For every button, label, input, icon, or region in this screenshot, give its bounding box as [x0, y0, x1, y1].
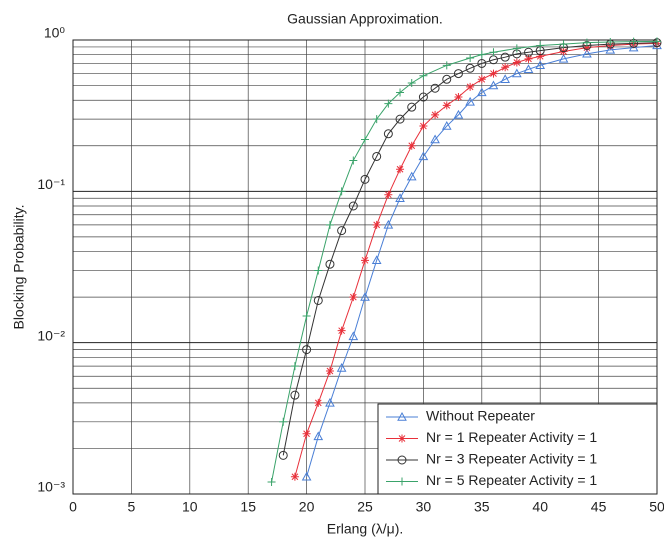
marker: [443, 101, 451, 109]
marker: [466, 54, 474, 62]
page: Gaussian Approximation. Erlang (λ/μ). Bl…: [0, 0, 664, 551]
marker: [361, 256, 369, 264]
x-axis-label: Erlang (λ/μ).: [327, 521, 404, 537]
y-axis-label: Blocking Probability.: [11, 204, 27, 329]
legend-label: Nr = 3 Repeater Activity = 1: [426, 451, 597, 467]
marker: [466, 83, 474, 91]
x-tick-label: 40: [532, 499, 548, 515]
y-tick-label: 10⁰: [44, 25, 66, 41]
marker: [349, 156, 357, 164]
marker: [291, 362, 299, 370]
marker: [489, 70, 497, 78]
marker: [408, 142, 416, 150]
marker: [326, 221, 334, 229]
marker: [268, 478, 276, 486]
marker: [373, 115, 381, 123]
x-tick-label: 0: [69, 499, 77, 515]
x-tick-label: 30: [416, 499, 432, 515]
marker: [291, 473, 299, 481]
marker: [279, 418, 287, 426]
legend-label: Without Repeater: [426, 408, 535, 424]
marker: [338, 187, 346, 195]
legend: Without Repeater Nr = 1 Repeater Activity…: [378, 404, 657, 494]
marker: [303, 312, 311, 320]
legend-label: Nr = 1 Repeater Activity = 1: [426, 429, 597, 445]
marker: [489, 48, 497, 56]
chart: Gaussian Approximation. Erlang (λ/μ). Bl…: [0, 0, 664, 546]
marker: [443, 61, 451, 69]
x-tick-label: 10: [182, 499, 198, 515]
y-tick-label: 10⁻³: [37, 479, 65, 495]
chart-title: Gaussian Approximation.: [287, 11, 443, 27]
legend-label: Nr = 5 Repeater Activity = 1: [426, 472, 597, 488]
marker: [373, 221, 381, 229]
marker: [326, 367, 334, 375]
marker: [396, 165, 404, 173]
marker: [361, 136, 369, 144]
marker: [419, 72, 427, 80]
x-tick-label: 35: [474, 499, 490, 515]
marker: [314, 399, 322, 407]
y-tick-label: 10⁻¹: [37, 176, 65, 192]
marker: [431, 111, 439, 119]
marker: [349, 293, 357, 301]
marker: [384, 191, 392, 199]
marker: [303, 430, 311, 438]
marker: [606, 38, 614, 46]
marker: [513, 59, 521, 67]
x-tick-label: 20: [299, 499, 315, 515]
x-tick-label: 5: [128, 499, 136, 515]
marker: [501, 63, 509, 71]
x-tick-label: 45: [591, 499, 607, 515]
marker: [398, 435, 406, 443]
x-tick-label: 25: [357, 499, 373, 515]
marker: [478, 51, 486, 59]
marker: [478, 75, 486, 83]
marker: [338, 327, 346, 335]
y-tick-label: 10⁻²: [37, 327, 65, 343]
x-tick-label: 15: [240, 499, 256, 515]
marker: [653, 37, 661, 45]
marker: [454, 93, 462, 101]
marker: [419, 122, 427, 130]
marker: [314, 266, 322, 274]
x-tick-label: 50: [649, 499, 664, 515]
